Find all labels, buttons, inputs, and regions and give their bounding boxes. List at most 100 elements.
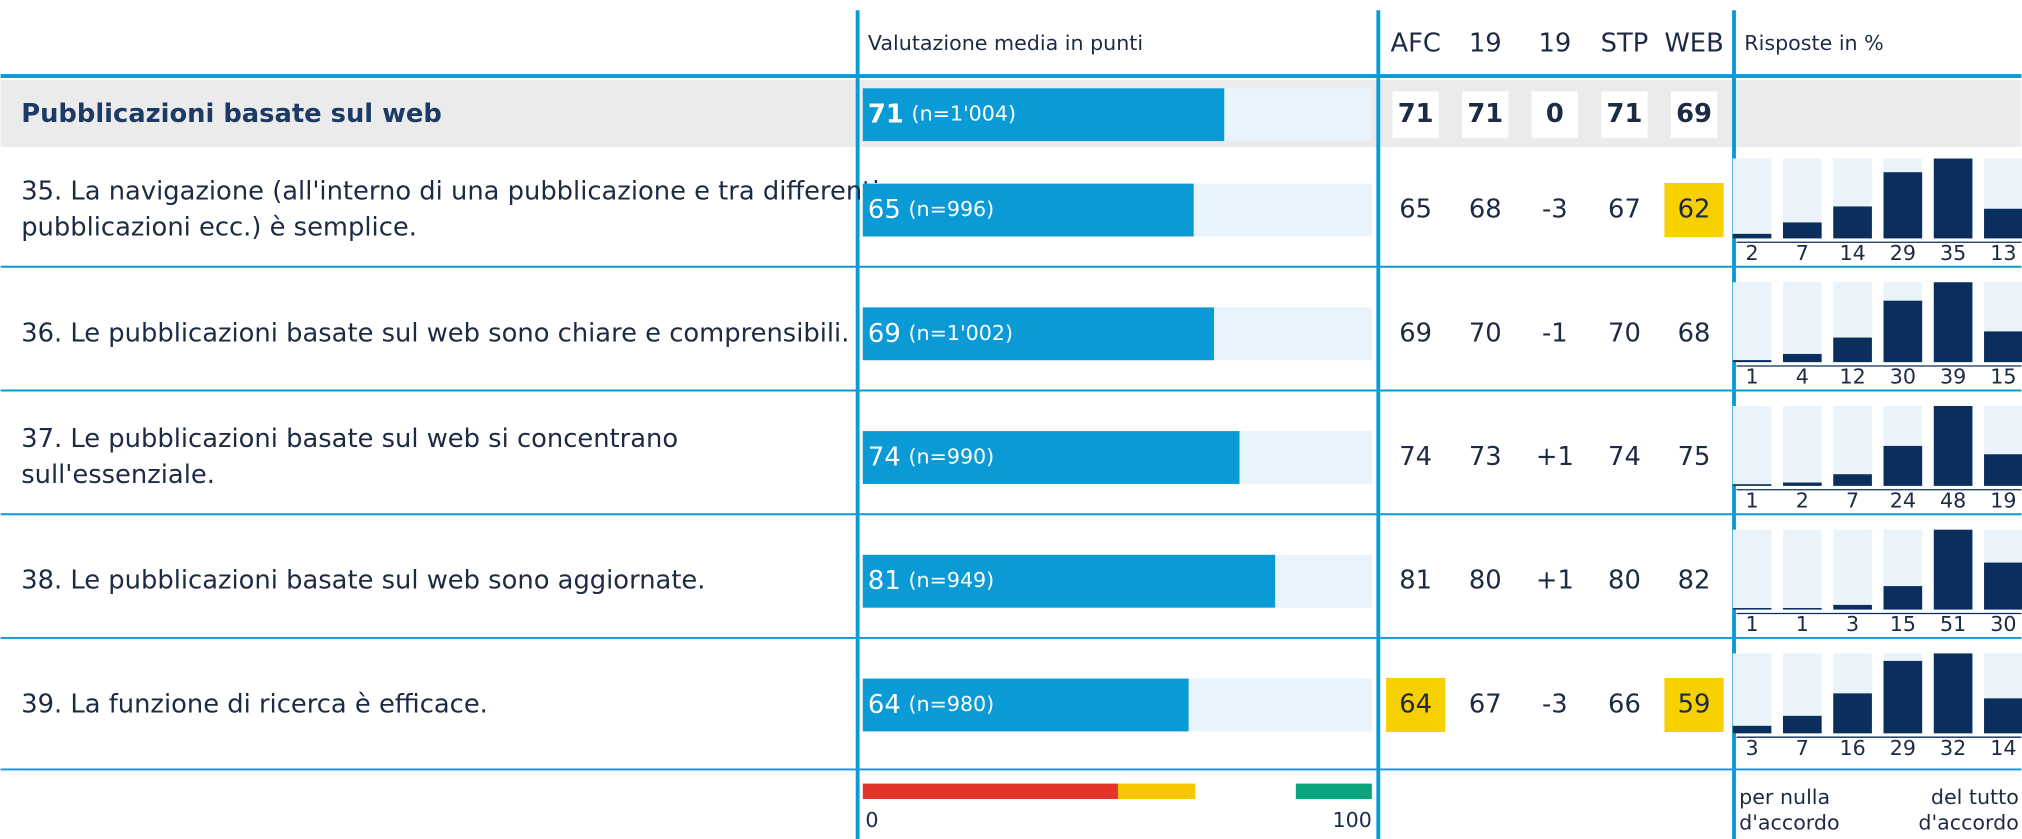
score: 81 [868,566,901,596]
score: 71 [868,99,904,129]
value-box [1601,91,1648,138]
highlight [1386,677,1446,733]
row-value: 68 [1469,195,1502,225]
score-bar [862,88,1225,142]
dist-label: 19 [1990,488,2016,512]
column-header: STP [1601,28,1649,58]
value-box [1531,91,1579,138]
dist-bar [1883,300,1923,363]
score: 65 [868,195,901,225]
dist-label: 7 [1846,488,1859,512]
footer-right: d'accordo [1918,811,2018,835]
dist-label: 4 [1796,365,1809,389]
dist-bar [1782,222,1822,239]
dist-bar [1732,608,1772,610]
dist-track [1782,282,1822,363]
dist-label: 3 [1846,612,1859,636]
dist-track [1833,405,1872,486]
row-value: +1 [1536,442,1574,472]
row-value: 65 [1399,195,1432,225]
scale-yellow [1117,783,1196,800]
dist-bar [1833,206,1872,239]
footer-left: d'accordo [1739,811,1839,835]
row-value: 80 [1608,566,1641,596]
dist-bar [1933,282,1973,363]
dist-bar [1984,208,2022,239]
score: 69 [868,318,901,348]
summary-value: 69 [1676,99,1712,129]
footer-left: per nulla [1739,785,1830,809]
value-box [1462,91,1509,138]
dist-label: 7 [1796,241,1809,265]
dist-bar [1984,698,2022,734]
dist-label: 2 [1796,488,1809,512]
dist-label: 30 [1990,612,2016,636]
dist-label: 24 [1890,488,1916,512]
row-label: pubblicazioni ecc.) è semplice. [21,213,417,243]
dist-bar [1833,693,1872,734]
row-score: 74 (n=990) [868,442,994,472]
column-header: WEB [1664,28,1723,58]
row-value: 82 [1678,566,1711,596]
dist-label: 15 [1990,365,2016,389]
n: (n=980) [908,692,994,716]
row-score: 64 (n=980) [868,689,994,719]
n: (n=1'004) [912,102,1017,126]
row-value: 66 [1608,689,1641,719]
score-title: Valutazione media in punti [868,31,1143,55]
scale-green [1295,783,1372,800]
summary-value: 0 [1546,99,1564,129]
value-box [1670,91,1718,138]
summary-value: 71 [1607,99,1643,129]
dist-label: 14 [1990,736,2016,760]
dist-label: 16 [1839,736,1865,760]
dist-bar [1732,360,1772,363]
score-bar [862,431,1240,484]
dist-label: 3 [1745,736,1758,760]
row-value: -3 [1542,689,1568,719]
row-value: 80 [1469,566,1502,596]
row-value: 67 [1608,195,1641,225]
dist-label: 7 [1796,736,1809,760]
column-header: AFC [1390,28,1440,58]
row-label: 37. Le pubblicazioni basate sul web si c… [21,424,678,454]
row-value: 74 [1608,442,1641,472]
row-label: 35. La navigazione (all'interno di una p… [21,177,879,207]
dist-bar [1833,474,1872,486]
scale-min: 0 [865,808,878,832]
scale-max: 100 [1333,808,1372,832]
dist-label: 35 [1940,241,1966,265]
row-score: 69 (n=1'002) [868,318,1013,348]
dist-bar [1782,482,1822,486]
dist-label: 14 [1839,241,1865,265]
dist-label: 29 [1890,736,1916,760]
score-bar [862,183,1194,237]
dist-bar [1732,233,1772,239]
n: (n=1'002) [908,321,1013,345]
row-label: 39. La funzione di ricerca è efficace. [21,689,488,719]
row-value: 62 [1678,195,1711,225]
n: (n=996) [908,197,994,221]
dist-bar [1883,445,1923,486]
row-value: -3 [1542,195,1568,225]
dist-label: 1 [1745,612,1758,636]
row-value: 59 [1678,689,1711,719]
dist-bar [1833,604,1872,610]
footer-right: del tutto [1931,785,2019,809]
dist-track [1732,405,1772,486]
row-value: -1 [1542,318,1568,348]
dist-bar [1984,331,2022,363]
row-value: 75 [1678,442,1711,472]
n: (n=949) [908,568,994,592]
row-value: 74 [1399,442,1432,472]
score-bar [862,678,1189,732]
highlight [1664,183,1724,238]
row-score: 81 (n=949) [868,566,994,596]
dist-label: 13 [1990,241,2016,265]
dist-label: 51 [1940,612,1966,636]
score: 64 [868,689,901,719]
row-value: 68 [1678,318,1711,348]
score-bar [862,554,1276,608]
dist-bar [1782,608,1822,610]
